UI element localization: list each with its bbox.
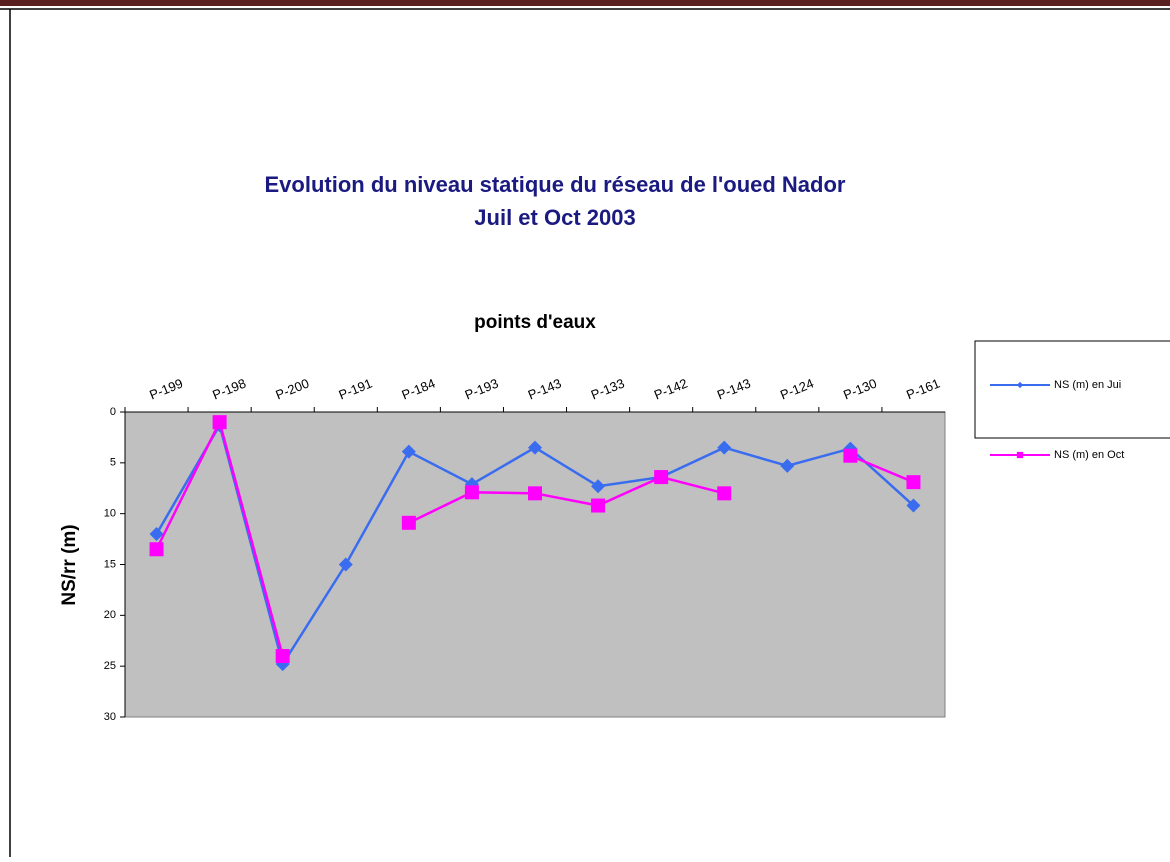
marker: [338, 557, 353, 572]
y-tick-label: 5: [110, 457, 116, 469]
marker: [843, 448, 858, 463]
x-tick-label: P-142: [652, 376, 690, 403]
legend-label: NS (m) en Oct: [1054, 449, 1124, 461]
marker: [780, 458, 795, 473]
marker: [149, 542, 164, 557]
y-tick-label: 15: [104, 558, 116, 570]
marker: [717, 440, 732, 455]
y-tick-label: 30: [104, 711, 116, 723]
marker: [528, 486, 542, 501]
x-tick-label: P-198: [210, 376, 248, 403]
marker: [464, 485, 479, 500]
x-tick-label: P-133: [589, 376, 627, 403]
x-tick-label: P-143: [715, 376, 753, 403]
y-tick-label: 0: [110, 406, 116, 418]
x-tick-label: P-143: [526, 376, 564, 403]
top-border: [0, 0, 1170, 6]
x-tick-label: P-124: [778, 376, 816, 403]
chart-subtitle: Juil et Oct 2003: [474, 205, 635, 230]
y-tick-label: 10: [104, 508, 116, 520]
marker: [401, 444, 416, 459]
marker: [1016, 451, 1024, 459]
y-tick-label: 20: [104, 609, 116, 621]
x-tick-label: P-200: [273, 376, 311, 403]
y-axis-title: NS/rr (m): [59, 524, 80, 605]
marker: [906, 498, 921, 513]
marker: [654, 470, 669, 485]
legend-label: NS (m) en Jui: [1054, 379, 1121, 391]
marker: [591, 498, 606, 513]
chart-title: Evolution du niveau statique du réseau d…: [265, 172, 846, 197]
marker: [149, 527, 164, 541]
x-tick-label: P-199: [147, 376, 185, 403]
x-tick-label: P-184: [400, 376, 438, 403]
x-tick-label: P-130: [841, 376, 879, 403]
x-axis-title: points d'eaux: [474, 312, 596, 333]
marker: [717, 486, 732, 501]
marker: [591, 479, 606, 494]
marker: [275, 649, 290, 663]
y-tick-label: 25: [104, 660, 116, 672]
marker: [401, 515, 416, 530]
x-tick-label: P-193: [463, 376, 501, 403]
marker: [528, 440, 542, 455]
legend-box: [974, 340, 1170, 439]
x-tick-label: P-161: [904, 376, 942, 403]
marker: [906, 475, 921, 490]
marker: [212, 415, 227, 430]
plot-area: [124, 411, 946, 718]
x-tick-label: P-191: [336, 376, 374, 403]
